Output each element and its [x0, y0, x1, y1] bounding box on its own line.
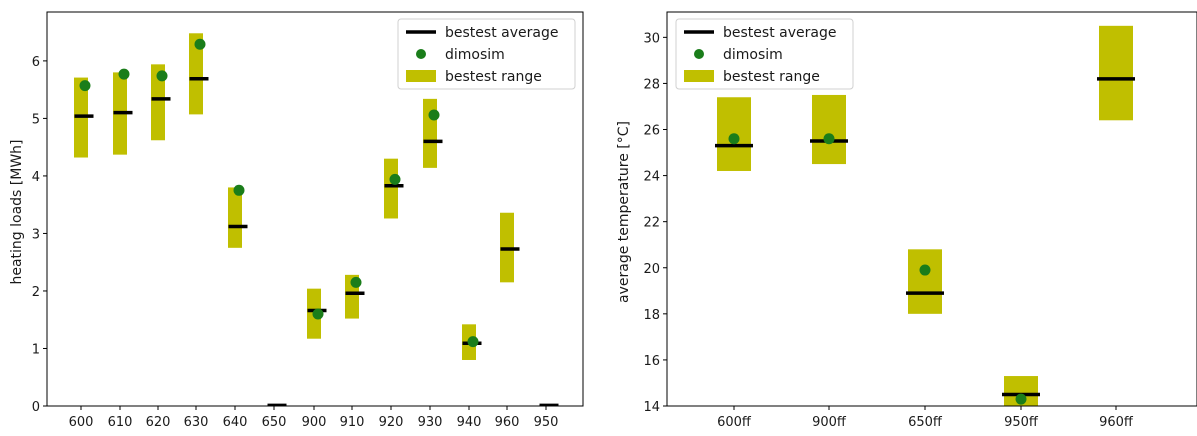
y-tick-label: 16	[643, 354, 660, 369]
x-tick-label: 900	[302, 415, 327, 430]
legend-label: bestest average	[723, 25, 836, 41]
x-tick-label: 960ff	[1099, 415, 1134, 430]
legend-range-swatch	[684, 70, 714, 82]
y-tick-label: 26	[643, 124, 660, 139]
y-tick-label: 24	[643, 170, 660, 185]
dimosim-point	[156, 70, 168, 82]
dimosim-point	[350, 276, 362, 288]
x-tick-label: 640	[223, 415, 248, 430]
dimosim-point	[312, 308, 324, 320]
range-bar	[228, 187, 242, 248]
dimosim-point	[1015, 393, 1027, 405]
legend-label: bestest range	[445, 69, 542, 85]
range-bar	[423, 98, 437, 168]
heating-loads-y-axis-label: heating loads [MWh]	[9, 139, 25, 284]
legend-dimosim-swatch	[694, 49, 704, 59]
y-tick-label: 14	[643, 400, 660, 415]
dimosim-point	[389, 173, 401, 185]
x-tick-label: 920	[379, 415, 404, 430]
x-tick-label: 910	[340, 415, 365, 430]
y-tick-label: 20	[643, 262, 660, 277]
dimosim-point	[467, 336, 479, 348]
range-bar	[189, 33, 203, 115]
legend: bestest average dimosim bestest range	[397, 18, 576, 90]
x-tick-label: 650	[262, 415, 287, 430]
legend-frame	[675, 18, 854, 90]
plot-area	[715, 25, 1135, 406]
heating-loads-chart: heating loads [MWh] 0 1 2 3 4 5 6 600 610 620 630 6…	[9, 11, 584, 430]
axes-frame	[666, 11, 1197, 407]
average-temperature-chart: average temperature [°C] 14 16 18 20 22 24 26 2…	[616, 11, 1197, 430]
x-tick-label: 950ff	[1004, 415, 1039, 430]
y-tick-label: 18	[643, 308, 660, 323]
legend-label: dimosim	[723, 47, 783, 63]
x-tick-label: 950	[534, 415, 559, 430]
dimosim-point	[728, 133, 740, 145]
range-bar	[812, 94, 846, 165]
legend-range-swatch	[406, 70, 436, 82]
x-tick-label: 630	[184, 415, 209, 430]
y-tick-label: 22	[643, 216, 660, 231]
legend-dimosim-swatch	[416, 49, 426, 59]
x-tick-label: 930	[418, 415, 443, 430]
dimosim-point	[194, 38, 206, 50]
y-tick-label: 1	[32, 342, 40, 357]
y-tick-label: 28	[643, 77, 660, 92]
y-tick-label: 5	[32, 112, 40, 127]
legend-frame	[397, 18, 576, 90]
x-tick-label: 620	[146, 415, 171, 430]
dimosim-point	[823, 133, 835, 145]
range-bar	[1099, 25, 1133, 121]
legend: bestest average dimosim bestest range	[675, 18, 854, 90]
y-tick-label: 30	[643, 31, 660, 46]
x-tick-label: 610	[108, 415, 133, 430]
dimosim-point	[118, 68, 130, 80]
legend-label: dimosim	[445, 47, 505, 63]
y-tick-label: 6	[32, 55, 40, 70]
temperature-y-axis-label: average temperature [°C]	[616, 121, 632, 303]
y-tick-label: 0	[32, 400, 40, 415]
axes-frame	[46, 11, 584, 407]
y-tick-label: 4	[32, 170, 40, 185]
range-bar	[151, 64, 165, 141]
range-bar	[908, 249, 942, 314]
dimosim-point	[233, 184, 245, 196]
dimosim-point	[428, 109, 440, 121]
legend-label: bestest range	[723, 69, 820, 85]
x-tick-label: 650ff	[908, 415, 943, 430]
legend-label: bestest average	[445, 25, 558, 41]
x-tick-label: 600ff	[717, 415, 752, 430]
x-tick-label: 600	[69, 415, 94, 430]
x-tick-label: 940	[457, 415, 482, 430]
y-tick-label: 2	[32, 285, 40, 300]
range-bar	[384, 158, 398, 219]
plot-area	[74, 33, 559, 406]
y-tick-label: 3	[32, 227, 40, 242]
x-tick-label: 960	[495, 415, 520, 430]
dimosim-point	[79, 80, 91, 92]
x-tick-label: 900ff	[812, 415, 847, 430]
dimosim-point	[919, 264, 931, 276]
